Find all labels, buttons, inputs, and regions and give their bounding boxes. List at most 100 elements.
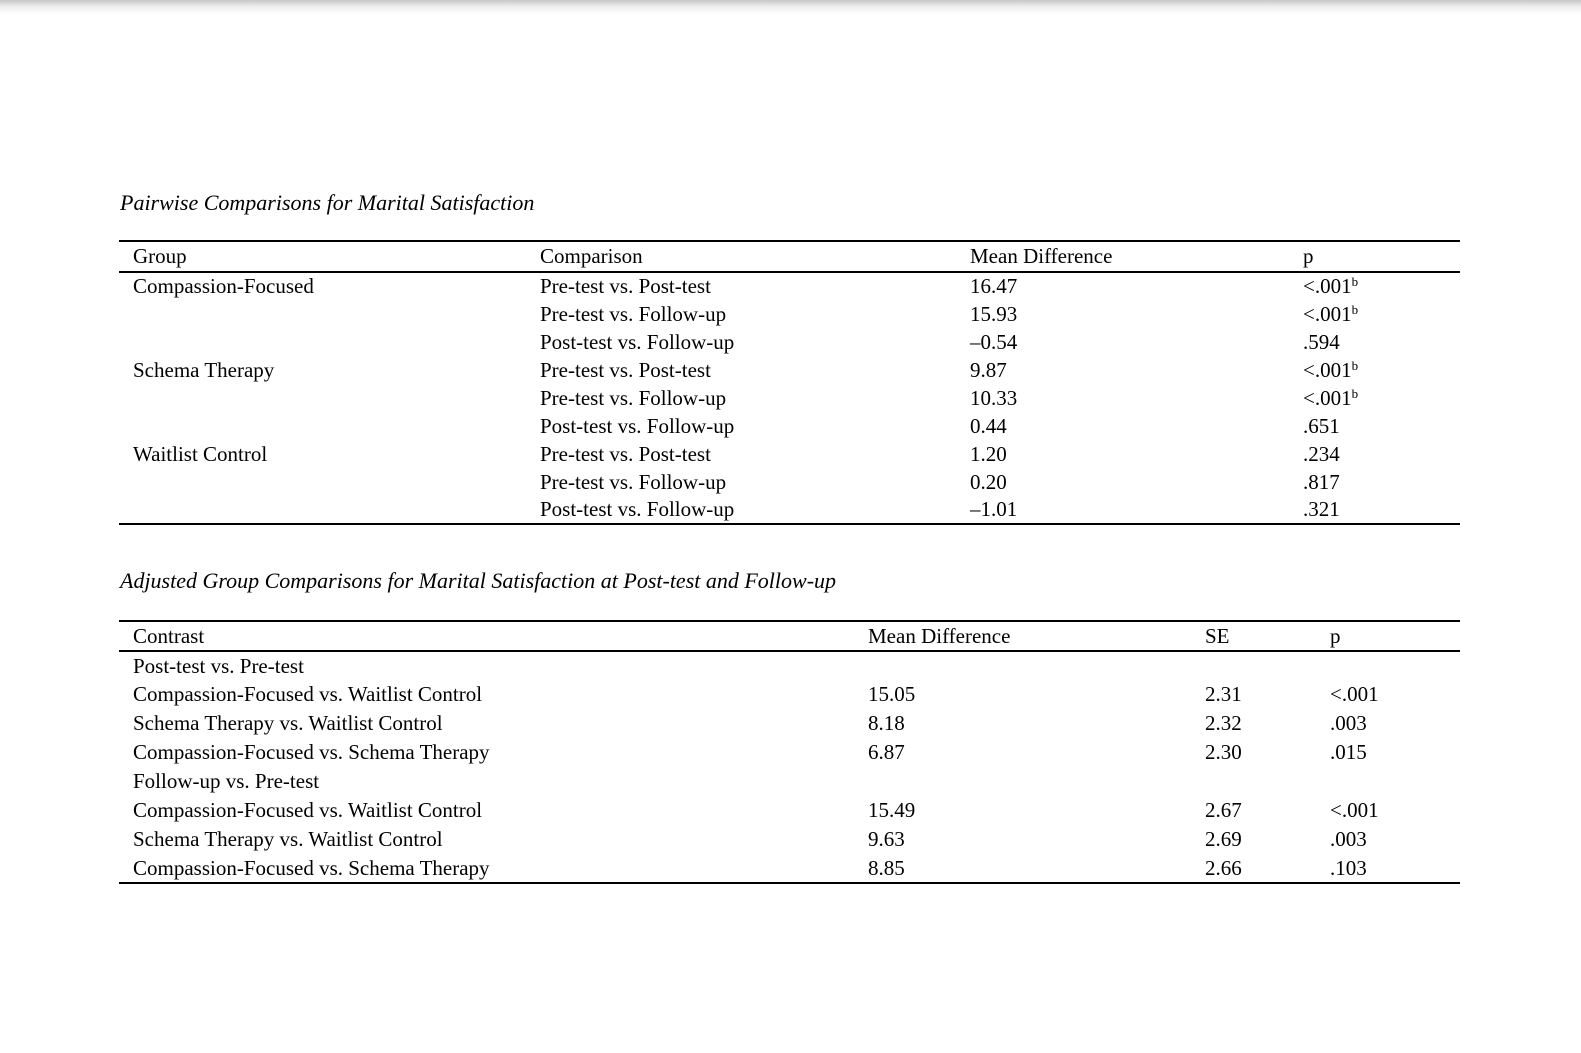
cell-mean-difference <box>854 767 1191 796</box>
p-value: .321 <box>1303 497 1340 521</box>
cell-contrast: Compassion-Focused vs. Schema Therapy <box>133 855 490 880</box>
header-row: Contrast Mean Difference SE p <box>119 621 1460 651</box>
cell-mean-difference: 15.49 <box>868 798 916 822</box>
p-value: <.001 <box>1303 274 1352 298</box>
table-header: Group Comparison Mean Difference p <box>119 241 1460 272</box>
cell-p: .234 <box>1289 440 1460 468</box>
column-header-group: Group <box>133 244 187 268</box>
table-body: Post-test vs. Pre-test Compassion-Focuse… <box>119 651 1460 883</box>
cell-group <box>119 412 526 440</box>
cell-mean-difference: 9.63 <box>868 827 905 851</box>
cell-p: <.001 <box>1330 798 1379 822</box>
p-superscript: b <box>1351 385 1359 401</box>
table-row: Pre-test vs. Follow-up 15.93 <.001b <box>119 300 1460 328</box>
cell-p: .817 <box>1289 468 1460 496</box>
cell-p: <.001b <box>1289 384 1460 412</box>
column-header-mean-difference: Mean Difference <box>868 623 1011 648</box>
table-row-section: Follow-up vs. Pre-test <box>119 767 1460 796</box>
table-row-section: Post-test vs. Pre-test <box>119 651 1460 680</box>
cell-p: .594 <box>1289 328 1460 356</box>
p-value: <.001 <box>1303 385 1352 410</box>
page-top-shadow <box>0 0 1581 14</box>
table-row: Pre-test vs. Follow-up 0.20 .817 <box>119 468 1460 496</box>
cell-group: Schema Therapy <box>133 357 275 382</box>
cell-mean-difference: 1.20 <box>970 441 1007 466</box>
cell-p: .321 <box>1289 496 1460 524</box>
p-superscript: b <box>1351 357 1359 373</box>
cell-contrast: Follow-up vs. Pre-test <box>133 769 320 793</box>
cell-contrast: Schema Therapy vs. Waitlist Control <box>133 711 443 735</box>
cell-p: <.001b <box>1289 300 1460 328</box>
table-title-adjusted: Adjusted Group Comparisons for Marital S… <box>120 568 837 593</box>
table-row: Schema Therapy vs. Waitlist Control 8.18… <box>119 709 1460 738</box>
cell-comparison: Pre-test vs. Follow-up <box>540 301 727 326</box>
p-value: <.001 <box>1303 357 1352 382</box>
cell-se <box>1191 651 1316 680</box>
cell-mean-difference: 15.05 <box>868 682 916 706</box>
column-header-contrast: Contrast <box>133 623 205 648</box>
cell-mean-difference: 8.85 <box>868 855 905 880</box>
table-header: Contrast Mean Difference SE p <box>119 621 1460 651</box>
cell-contrast: Schema Therapy vs. Waitlist Control <box>133 827 443 851</box>
table-row: Compassion-Focused vs. Schema Therapy 6.… <box>119 738 1460 767</box>
cell-contrast: Compassion-Focused vs. Schema Therapy <box>133 740 490 764</box>
cell-comparison: Post-test vs. Follow-up <box>540 497 735 521</box>
table-row: Post-test vs. Follow-up 0.44 .651 <box>119 412 1460 440</box>
cell-se: 2.67 <box>1205 798 1242 822</box>
cell-mean-difference: 9.87 <box>970 357 1007 382</box>
cell-p <box>1316 767 1460 796</box>
cell-contrast: Compassion-Focused vs. Waitlist Control <box>133 682 483 706</box>
cell-mean-difference: –1.01 <box>970 497 1018 521</box>
cell-p: .003 <box>1330 711 1367 735</box>
cell-group: Waitlist Control <box>133 441 268 466</box>
cell-comparison: Pre-test vs. Follow-up <box>540 385 727 410</box>
table-row: Schema Therapy Pre-test vs. Post-test 9.… <box>119 356 1460 384</box>
table-row: Post-test vs. Follow-up –1.01 .321 <box>119 496 1460 524</box>
cell-p: <.001b <box>1289 356 1460 384</box>
cell-comparison: Post-test vs. Follow-up <box>540 329 735 354</box>
cell-se: 2.30 <box>1205 740 1242 764</box>
cell-se: 2.69 <box>1205 827 1242 851</box>
cell-contrast: Post-test vs. Pre-test <box>133 653 304 678</box>
cell-p: <.001 <box>1330 682 1379 706</box>
cell-mean-difference <box>854 651 1191 680</box>
column-header-se: SE <box>1205 623 1230 648</box>
table-title-pairwise: Pairwise Comparisons for Marital Satisfa… <box>120 190 535 215</box>
header-row: Group Comparison Mean Difference p <box>119 241 1460 272</box>
cell-comparison: Pre-test vs. Post-test <box>540 357 711 382</box>
cell-group <box>119 300 526 328</box>
table-body: Compassion-Focused Pre-test vs. Post-tes… <box>119 272 1460 524</box>
cell-se: 2.66 <box>1205 855 1242 880</box>
p-superscript: b <box>1351 274 1359 289</box>
p-value: .651 <box>1303 413 1340 438</box>
cell-mean-difference: –0.54 <box>970 329 1018 354</box>
cell-p <box>1316 651 1460 680</box>
p-value: .234 <box>1303 441 1340 466</box>
cell-group <box>119 496 526 524</box>
adjusted-comparisons-table: Contrast Mean Difference SE p Post-test … <box>119 620 1460 884</box>
p-value: .817 <box>1303 469 1340 494</box>
column-header-p: p <box>1303 244 1314 268</box>
cell-p: <.001b <box>1289 272 1460 300</box>
cell-p: .103 <box>1330 855 1367 880</box>
column-header-comparison: Comparison <box>540 244 643 268</box>
cell-p: .651 <box>1289 412 1460 440</box>
cell-group: Compassion-Focused <box>133 274 314 298</box>
table-row: Compassion-Focused vs. Waitlist Control … <box>119 680 1460 709</box>
cell-comparison: Pre-test vs. Post-test <box>540 274 711 298</box>
cell-se: 2.32 <box>1205 711 1242 735</box>
p-value: .594 <box>1303 329 1340 354</box>
cell-se: 2.31 <box>1205 682 1242 706</box>
cell-p: .015 <box>1330 740 1367 764</box>
table-row: Post-test vs. Follow-up –0.54 .594 <box>119 328 1460 356</box>
cell-se <box>1191 767 1316 796</box>
table-row: Compassion-Focused vs. Waitlist Control … <box>119 796 1460 825</box>
cell-mean-difference: 8.18 <box>868 711 905 735</box>
table-row: Waitlist Control Pre-test vs. Post-test … <box>119 440 1460 468</box>
table-row: Pre-test vs. Follow-up 10.33 <.001b <box>119 384 1460 412</box>
cell-group <box>119 384 526 412</box>
table-row: Schema Therapy vs. Waitlist Control 9.63… <box>119 825 1460 854</box>
p-superscript: b <box>1351 301 1359 317</box>
pairwise-comparisons-table: Group Comparison Mean Difference p Compa… <box>119 240 1460 525</box>
